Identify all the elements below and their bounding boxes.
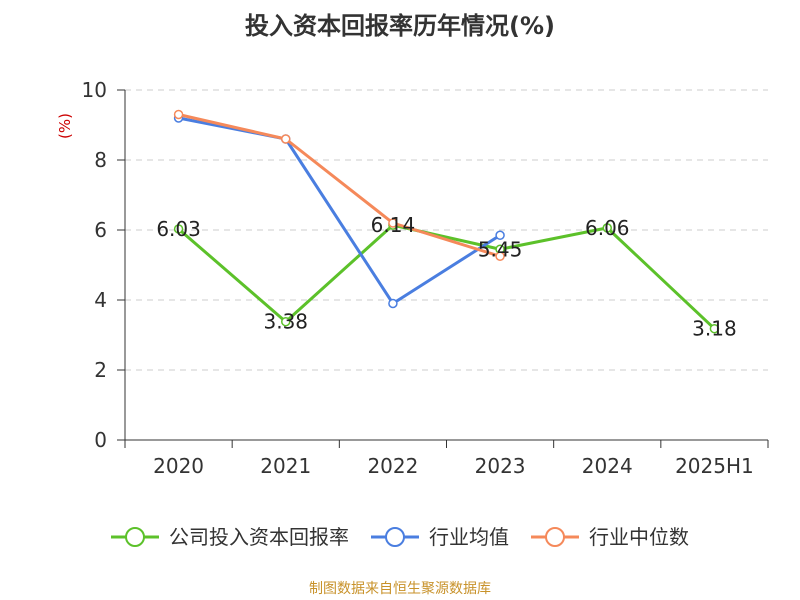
data-point-0-0 <box>173 224 184 234</box>
grid-layer <box>125 89 768 371</box>
data-label: 5.45 <box>478 237 523 261</box>
data-point-2-3 <box>495 251 505 261</box>
data-label: 6.03 <box>156 217 201 241</box>
data-point-2-1 <box>281 134 291 144</box>
x-tick-label: 2022 <box>367 454 418 478</box>
y-tick-label: 0 <box>94 428 107 452</box>
series-1 <box>173 113 505 309</box>
data-label: 6.06 <box>585 216 630 240</box>
x-tick-layer: 2020 2021 2022 2023 2024 2025H1 <box>124 440 769 478</box>
series-layer <box>173 109 720 334</box>
data-label: 3.38 <box>263 310 308 334</box>
data-label: 6.14 <box>371 213 416 237</box>
y-axis-unit-label: (%) <box>56 113 74 139</box>
data-point-1-3 <box>495 230 505 240</box>
data-point-2-2 <box>388 218 398 228</box>
legend-item-2[interactable]: 行业中位数 <box>531 525 689 549</box>
x-tick-label: 2021 <box>260 454 311 478</box>
y-tick-layer: 0 2 4 6 8 10 <box>82 78 125 452</box>
series-2 <box>173 109 505 261</box>
legend-item-0[interactable]: 公司投入资本回报率 <box>111 525 349 549</box>
x-tick-label: 2024 <box>582 454 633 478</box>
legend[interactable]: 公司投入资本回报率 行业均值 行业中位数 <box>111 525 689 549</box>
y-tick-label: 6 <box>94 218 107 242</box>
legend-label: 公司投入资本回报率 <box>169 525 349 549</box>
x-tick-label: 2020 <box>153 454 204 478</box>
legend-marker-icon <box>385 527 405 547</box>
x-tick-label: 2023 <box>475 454 526 478</box>
legend-item-1[interactable]: 行业均值 <box>371 525 509 549</box>
axis-layer: (%) <box>56 90 768 441</box>
y-tick-label: 8 <box>94 148 107 172</box>
source-note: 制图数据来自恒生聚源数据库 <box>309 581 491 597</box>
data-point-0-4 <box>602 223 612 233</box>
x-tick-label: 2025H1 <box>675 454 754 478</box>
data-label-layer: 6.03 3.38 6.14 5.45 6.06 3.18 <box>156 213 736 341</box>
legend-marker-icon <box>125 527 145 547</box>
series-line-1 <box>178 116 501 305</box>
series-0 <box>173 220 720 334</box>
legend-label: 行业中位数 <box>589 525 689 549</box>
data-point-0-5 <box>709 323 720 334</box>
legend-marker-icon <box>545 527 565 547</box>
series-line-2 <box>178 113 501 258</box>
data-label: 3.18 <box>692 317 737 341</box>
legend-label: 行业均值 <box>429 525 509 549</box>
y-tick-label: 10 <box>82 78 107 102</box>
y-tick-label: 4 <box>94 288 107 312</box>
chart-title: 投入资本回报率历年情况(%) <box>245 12 555 40</box>
y-tick-label: 2 <box>94 358 107 382</box>
series-line-0 <box>177 223 716 330</box>
data-point-0-1 <box>281 316 291 327</box>
data-point-1-2 <box>388 298 398 309</box>
data-point-2-0 <box>173 109 184 120</box>
